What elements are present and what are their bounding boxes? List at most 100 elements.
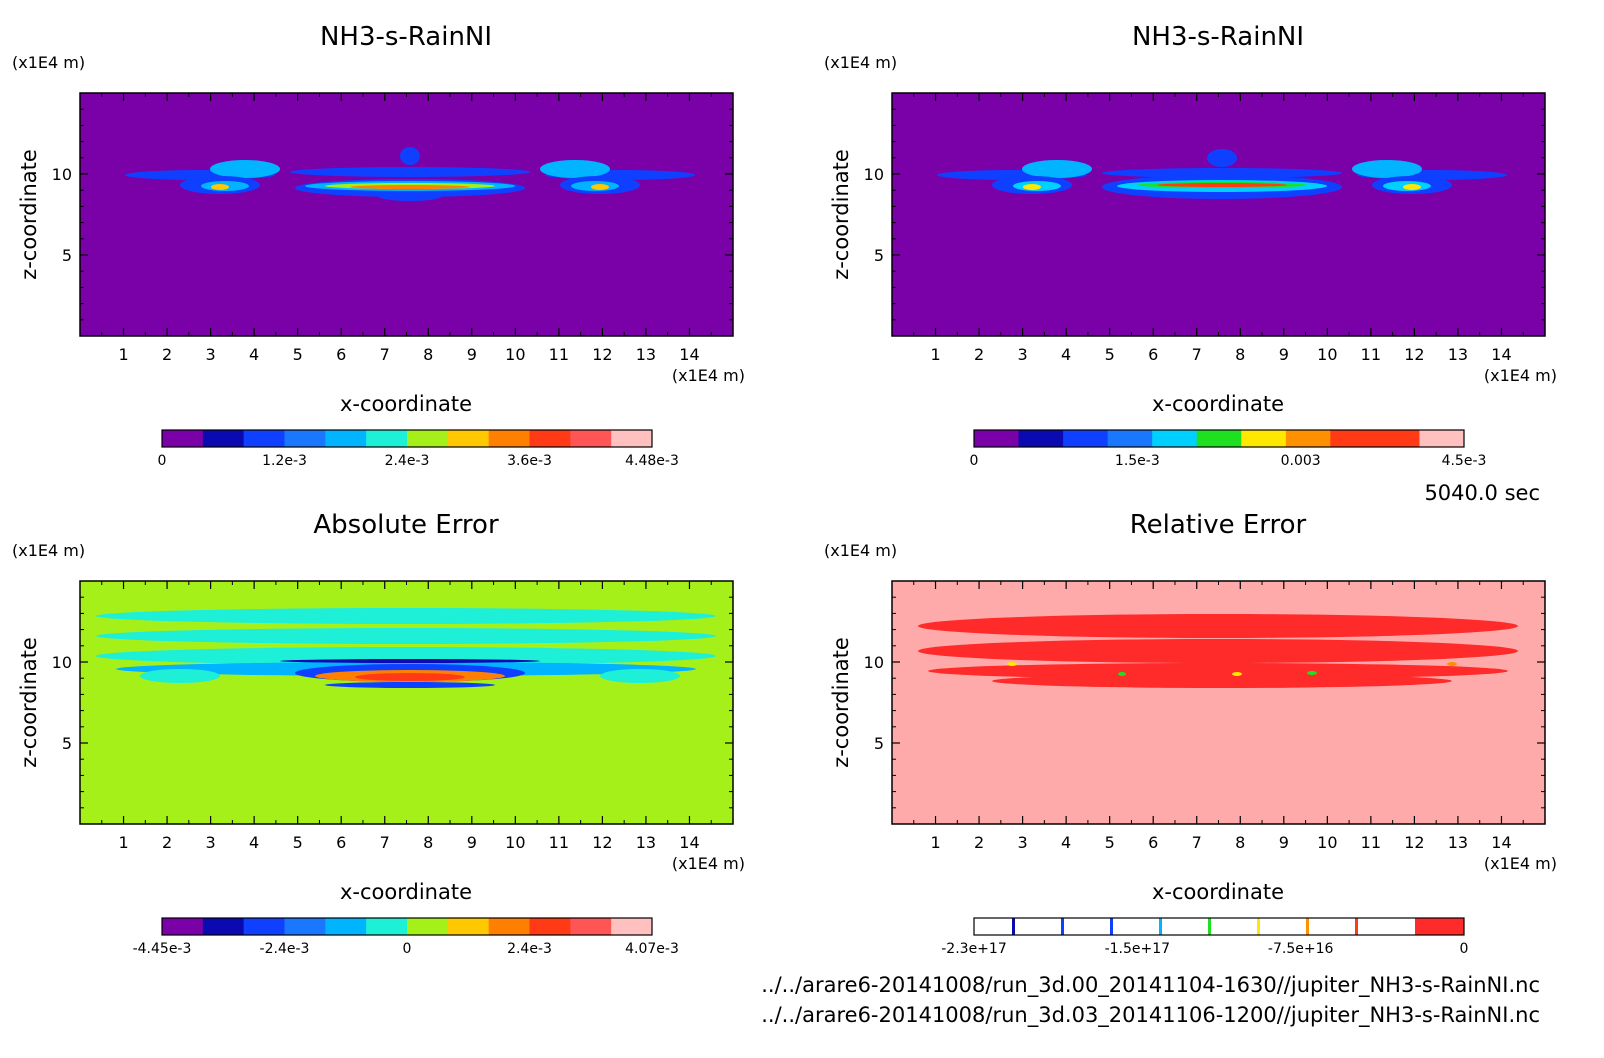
colorbar-swatch [1317, 918, 1367, 935]
colorbar-level-mark [1257, 918, 1260, 935]
x-tick-label: 6 [1148, 345, 1158, 364]
x-tick-label: 5 [293, 345, 303, 364]
colorbar-swatch [974, 918, 1024, 935]
field-contours [96, 608, 716, 688]
y-tick-label: 10 [52, 653, 72, 672]
field-contour [140, 669, 220, 683]
colorbar-swatch [447, 430, 490, 447]
x-tick-label: 8 [1235, 833, 1245, 852]
colorbar-label: -2.4e-3 [260, 941, 310, 957]
colorbar-swatch [1268, 918, 1318, 935]
x-tick-label: 11 [1361, 833, 1381, 852]
panel-2: NH3-s-RainNI(x1E4 m)1 2 3 4 5 6 7 8 9 10 11 12 13 145… [824, 22, 1557, 469]
colorbar-swatch [1170, 918, 1220, 935]
colorbar-swatch [1121, 918, 1171, 935]
x-tick-label: 2 [162, 833, 172, 852]
colorbar-label: 0 [403, 941, 412, 957]
x-tick-label: 8 [1235, 345, 1245, 364]
field-contour [280, 659, 540, 663]
x-tick-label: 10 [1317, 345, 1337, 364]
x-unit-label: (x1E4 m) [672, 366, 745, 385]
x-tick-label: 6 [1148, 833, 1158, 852]
colorbar-swatch [488, 430, 530, 447]
y-unit-label: (x1E4 m) [824, 53, 897, 72]
field-contour [1232, 672, 1242, 676]
x-axis-label: x-coordinate [1152, 880, 1284, 904]
field-contour [1007, 662, 1017, 666]
field-contour [1403, 184, 1421, 190]
colorbar-label: 0 [970, 453, 979, 469]
field-contour [1118, 672, 1126, 676]
y-unit-label: (x1E4 m) [12, 541, 85, 560]
colorbar-swatch [1023, 918, 1073, 935]
colorbar-swatch [611, 918, 653, 935]
x-tick-label: 9 [467, 833, 477, 852]
y-tick-label: 10 [52, 165, 72, 184]
colorbar-level-mark [1208, 918, 1211, 935]
panel-title: NH3-s-RainNI [1132, 22, 1304, 52]
field-contour [918, 614, 1518, 638]
x-tick-label: 14 [679, 345, 699, 364]
footer-file-2: ../../arare6-20141008/run_3d.03_20141106… [761, 1003, 1540, 1028]
x-axis-label: x-coordinate [1152, 392, 1284, 416]
field-contours [918, 614, 1518, 688]
colorbar-level-mark [1306, 918, 1309, 935]
colorbar-swatch [529, 918, 571, 935]
footer-file-1: ../../arare6-20141008/run_3d.00_20141104… [761, 973, 1540, 998]
y-tick-label: 10 [864, 165, 884, 184]
colorbar-swatch [1419, 430, 1465, 447]
x-tick-label: 13 [1448, 833, 1468, 852]
x-tick-label: 7 [1192, 833, 1202, 852]
colorbar-frame [161, 429, 653, 448]
colorbar-label: 1.2e-3 [262, 453, 307, 469]
field-contour [96, 647, 716, 665]
x-tick-label: 13 [636, 345, 656, 364]
colorbar-label: 2.4e-3 [507, 941, 552, 957]
colorbar-swatch [1152, 430, 1198, 447]
colorbar-label: 0 [1460, 941, 1469, 957]
field-contour [992, 674, 1452, 688]
x-tick-label: 13 [1448, 345, 1468, 364]
colorbar-swatch [1374, 430, 1420, 447]
colorbar-swatch [162, 918, 204, 935]
x-tick-label: 10 [505, 833, 525, 852]
colorbar-swatch [570, 430, 612, 447]
field-contour [1447, 662, 1457, 666]
panel-3: Absolute Error(x1E4 m)1 2 3 4 5 6 7 8 9 10 11 12 13 1… [12, 510, 745, 957]
colorbar-label: 0 [158, 453, 167, 469]
plot-area [892, 93, 1545, 336]
panel-1: NH3-s-RainNI(x1E4 m)1 2 3 4 5 6 7 8 9 10 11 12 13 145… [12, 22, 745, 469]
x-tick-label: 1 [930, 345, 940, 364]
colorbar-swatch [1366, 918, 1416, 935]
field-contour [1022, 160, 1092, 178]
colorbar-level-mark [1355, 918, 1358, 935]
colorbar-swatch [366, 918, 408, 935]
colorbar-swatch [325, 918, 367, 935]
plot-area [80, 93, 733, 336]
colorbar-swatch [366, 430, 408, 447]
colorbar-label: 3.6e-3 [507, 453, 552, 469]
x-tick-label: 2 [162, 345, 172, 364]
field-contour [540, 160, 610, 178]
colorbar-swatch [974, 430, 1020, 447]
field-contour [290, 167, 530, 177]
colorbar-swatch [1063, 430, 1109, 447]
x-tick-label: 13 [636, 833, 656, 852]
y-tick-label: 10 [864, 653, 884, 672]
x-tick-label: 6 [336, 345, 346, 364]
x-tick-label: 3 [1018, 345, 1028, 364]
y-axis-label: z-coordinate [829, 149, 853, 280]
y-tick-label: 5 [62, 734, 72, 753]
field-contour [350, 185, 470, 189]
x-tick-label: 1 [930, 833, 940, 852]
time-label: 5040.0 sec [1424, 481, 1540, 505]
x-tick-label: 11 [549, 345, 569, 364]
field-contour [400, 147, 420, 165]
x-unit-label: (x1E4 m) [1484, 366, 1557, 385]
x-tick-label: 3 [206, 833, 216, 852]
colorbar-label: -4.45e-3 [133, 941, 192, 957]
field-contour [1157, 183, 1287, 187]
x-tick-label: 9 [1279, 833, 1289, 852]
x-tick-label: 7 [380, 345, 390, 364]
colorbar-level-mark [1110, 918, 1113, 935]
